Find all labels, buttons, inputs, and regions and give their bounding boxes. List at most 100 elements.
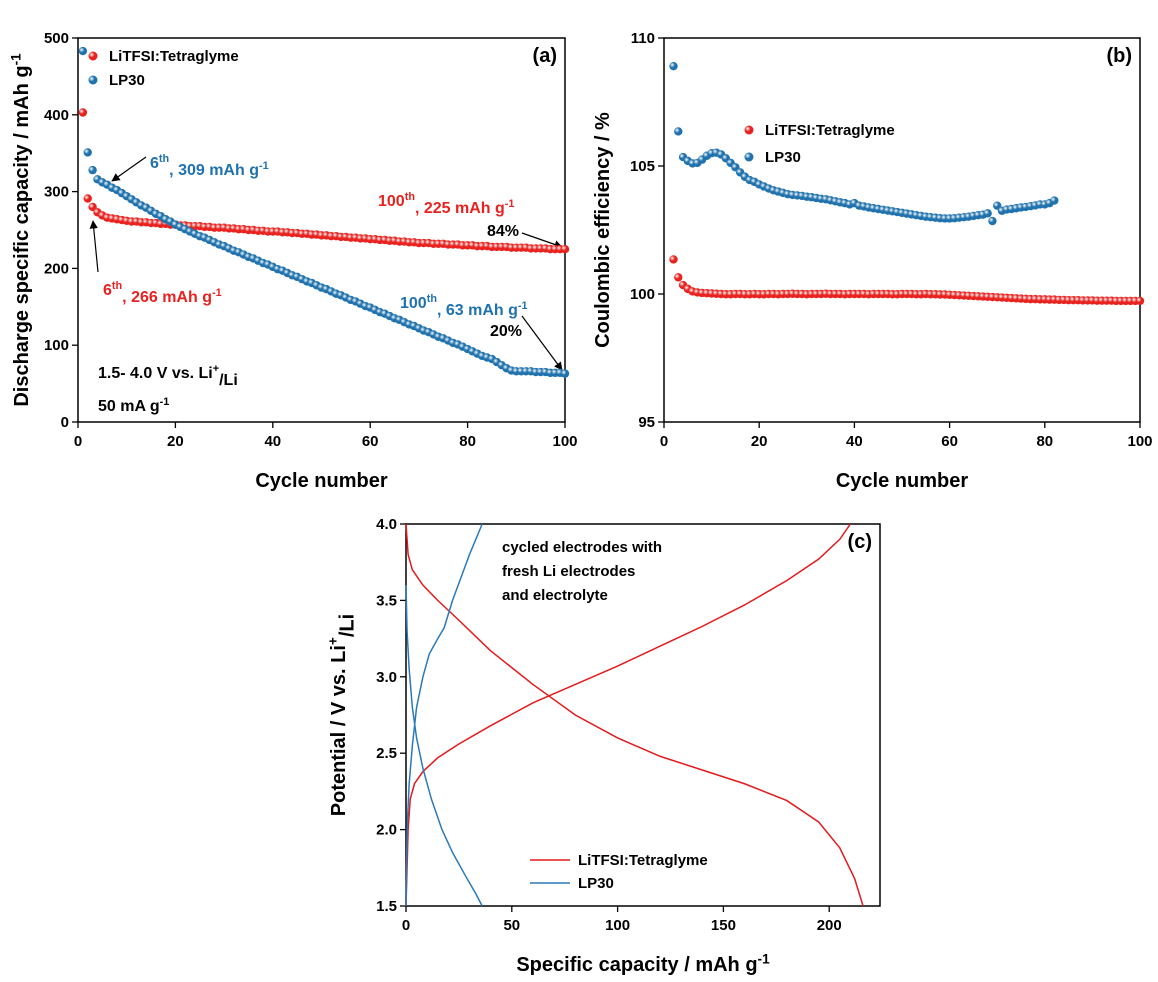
data-point bbox=[674, 127, 683, 136]
x-axis-title: Cycle number bbox=[836, 470, 968, 492]
text-part: th bbox=[112, 280, 122, 292]
text-part: 1.5- 4.0 V vs. Li bbox=[98, 365, 213, 382]
annotation: 100th, 63 mAh g-1 bbox=[400, 293, 528, 319]
data-point bbox=[78, 46, 88, 56]
y-tick-label: 3.0 bbox=[376, 669, 397, 686]
note: cycled electrodes with bbox=[502, 539, 662, 556]
legend-label: LP30 bbox=[765, 149, 801, 166]
annotation: 6th, 266 mAh g-1 bbox=[103, 280, 222, 306]
x-tick-label: 40 bbox=[846, 433, 863, 450]
text-part: 100 bbox=[400, 295, 427, 312]
data-point bbox=[88, 202, 97, 212]
legend-label: LP30 bbox=[109, 72, 145, 89]
x-tick-label: 200 bbox=[817, 917, 842, 934]
plot-frame bbox=[77, 37, 566, 423]
text-part: , 266 mAh g bbox=[122, 289, 212, 306]
text-part: -1 bbox=[758, 952, 771, 967]
arrows bbox=[89, 156, 563, 371]
text-part: + bbox=[326, 637, 341, 645]
y-axis-title: Discharge specific capacity / mAh g-1 bbox=[9, 53, 33, 407]
x-tick-label: 60 bbox=[362, 433, 379, 450]
y-tick-label: 100 bbox=[44, 337, 69, 354]
x-tick-label: 20 bbox=[167, 433, 184, 450]
x-tick-label: 150 bbox=[711, 917, 736, 934]
x-tick-label: 60 bbox=[941, 433, 958, 450]
plot-frame bbox=[663, 37, 1141, 423]
text-part: -1 bbox=[505, 198, 515, 210]
curve bbox=[405, 585, 483, 907]
x-tick-label: 100 bbox=[1127, 433, 1152, 450]
text-part: 20% bbox=[490, 323, 522, 340]
data-point bbox=[88, 165, 97, 175]
text-part: -1 bbox=[212, 287, 222, 299]
text-part: , 309 mAh g bbox=[169, 162, 259, 179]
text-part: -1 bbox=[518, 300, 528, 312]
y-tick-label: 2.0 bbox=[376, 822, 397, 839]
y-axis-title: Coulombic efficiency / % bbox=[592, 112, 614, 348]
legend-label: LP30 bbox=[578, 875, 614, 892]
x-tick-label: 100 bbox=[605, 917, 630, 934]
curve bbox=[405, 523, 864, 907]
text-part: /Li bbox=[219, 372, 238, 389]
x-axis-title: Cycle number bbox=[255, 470, 387, 492]
x-tick-label: 80 bbox=[459, 433, 476, 450]
data-point bbox=[1050, 196, 1059, 205]
text-part: + bbox=[213, 363, 219, 375]
text-part: , 63 mAh g bbox=[437, 302, 518, 319]
x-tick-label: 80 bbox=[1036, 433, 1053, 450]
y-tick-label: 0 bbox=[61, 414, 69, 431]
text-part: th bbox=[405, 191, 415, 203]
data-point bbox=[983, 209, 992, 218]
annotation: 1.5- 4.0 V vs. Li+/Li bbox=[98, 363, 238, 389]
data-point bbox=[669, 255, 678, 264]
annotation: 84% bbox=[487, 223, 519, 240]
text-part: Discharge specific capacity / mAh g bbox=[11, 65, 33, 406]
y-tick-label: 200 bbox=[44, 260, 69, 277]
legend-label: LiTFSI:Tetraglyme bbox=[765, 122, 895, 139]
x-tick-label: 20 bbox=[751, 433, 768, 450]
arrow bbox=[111, 156, 147, 182]
text-part: /Li bbox=[337, 614, 359, 637]
data-point bbox=[560, 369, 570, 378]
y-tick-label: 95 bbox=[638, 414, 655, 431]
plot-frame bbox=[405, 523, 881, 907]
note: and electrolyte bbox=[502, 587, 608, 604]
y-tick-label: 500 bbox=[44, 30, 69, 47]
text-part: 50 mA g bbox=[98, 398, 160, 415]
legend-marker bbox=[88, 75, 98, 85]
text-part: 100 bbox=[378, 193, 405, 210]
legend-marker bbox=[744, 152, 754, 162]
legend-label: LiTFSI:Tetraglyme bbox=[109, 48, 239, 65]
text-part: 6 bbox=[150, 155, 159, 172]
y-tick-label: 110 bbox=[631, 30, 655, 47]
x-tick-label: 50 bbox=[503, 917, 520, 934]
curve bbox=[405, 523, 851, 907]
curve bbox=[405, 523, 483, 907]
text-part: Specific capacity / mAh g bbox=[516, 954, 757, 976]
text-part: th bbox=[159, 153, 169, 165]
x-tick-label: 0 bbox=[660, 433, 668, 450]
text-part: -1 bbox=[160, 396, 170, 408]
annotation: 6th, 309 mAh g-1 bbox=[150, 153, 269, 179]
data-point bbox=[560, 245, 570, 254]
data-point bbox=[83, 148, 92, 157]
annotation: 20% bbox=[490, 323, 522, 340]
y-tick-label: 2.5 bbox=[376, 745, 397, 762]
data-point bbox=[674, 273, 683, 282]
arrow bbox=[521, 315, 563, 371]
text-part: -1 bbox=[259, 160, 269, 172]
y-tick-label: 4.0 bbox=[376, 516, 397, 533]
note: fresh Li electrodes bbox=[502, 563, 635, 580]
legend-marker bbox=[744, 125, 754, 135]
text-part: -1 bbox=[9, 53, 24, 66]
text-part: Potential / V vs. Li bbox=[328, 645, 350, 816]
data-point bbox=[78, 108, 88, 117]
text-part: 84% bbox=[487, 223, 519, 240]
data-point bbox=[988, 216, 997, 226]
x-tick-label: 100 bbox=[552, 433, 577, 450]
arrow bbox=[89, 220, 99, 273]
data-point bbox=[669, 61, 678, 71]
legend-marker bbox=[88, 51, 98, 61]
